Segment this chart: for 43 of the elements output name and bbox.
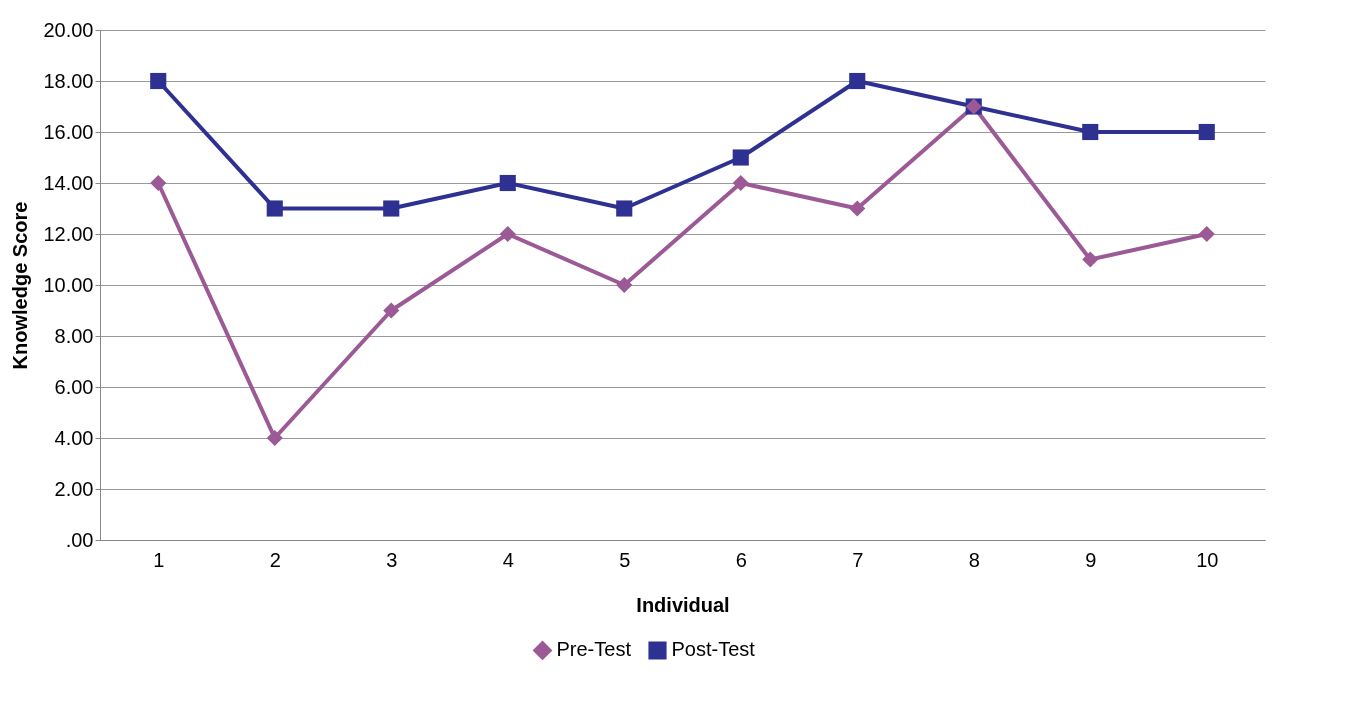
x-tick-label: 10 — [1196, 548, 1219, 571]
point — [266, 200, 283, 217]
point — [383, 200, 400, 217]
x-tick-label: 9 — [1085, 548, 1097, 571]
y-tick-label: 20.00 — [43, 18, 94, 41]
point — [499, 225, 516, 243]
point — [1198, 123, 1215, 141]
x-tick-label: 5 — [619, 548, 631, 571]
point — [150, 72, 167, 90]
point — [616, 276, 633, 294]
y-tick-label: 18.00 — [43, 69, 94, 92]
point — [849, 72, 866, 90]
y-tick-label: 10.00 — [43, 273, 94, 296]
point — [616, 200, 633, 217]
x-tick-label: 4 — [502, 548, 514, 571]
y-tick-label: 8.00 — [54, 324, 94, 347]
y-tick-label: 14.00 — [43, 171, 94, 194]
point — [499, 174, 516, 192]
y-tick-label: 16.00 — [43, 120, 94, 143]
x-tick-label: 2 — [269, 548, 281, 571]
y-tick-label: 6.00 — [54, 375, 94, 398]
x-tick-label: 1 — [153, 548, 165, 571]
y-tick-label: .00 — [65, 528, 94, 551]
x-tick-label: 8 — [968, 548, 980, 571]
y-axis-title: Knowledge Score — [9, 201, 32, 370]
legend-label: Pre-Test — [556, 638, 632, 661]
point — [849, 200, 866, 217]
point — [1082, 123, 1099, 141]
point — [150, 174, 167, 192]
x-tick-label: 7 — [852, 548, 864, 571]
x-tick-label: 6 — [735, 548, 747, 571]
point — [266, 429, 283, 447]
point — [1198, 225, 1215, 243]
point — [1082, 251, 1099, 268]
x-tick-label: 3 — [386, 548, 398, 571]
x-axis-title: Individual — [636, 593, 730, 616]
y-tick-label: 4.00 — [54, 426, 94, 449]
point — [383, 302, 400, 319]
y-tick-label: 12.00 — [43, 222, 94, 245]
legend-label: Post-Test — [671, 638, 756, 661]
point — [732, 174, 749, 192]
y-tick-label: 2.00 — [54, 477, 94, 500]
point — [732, 149, 749, 166]
